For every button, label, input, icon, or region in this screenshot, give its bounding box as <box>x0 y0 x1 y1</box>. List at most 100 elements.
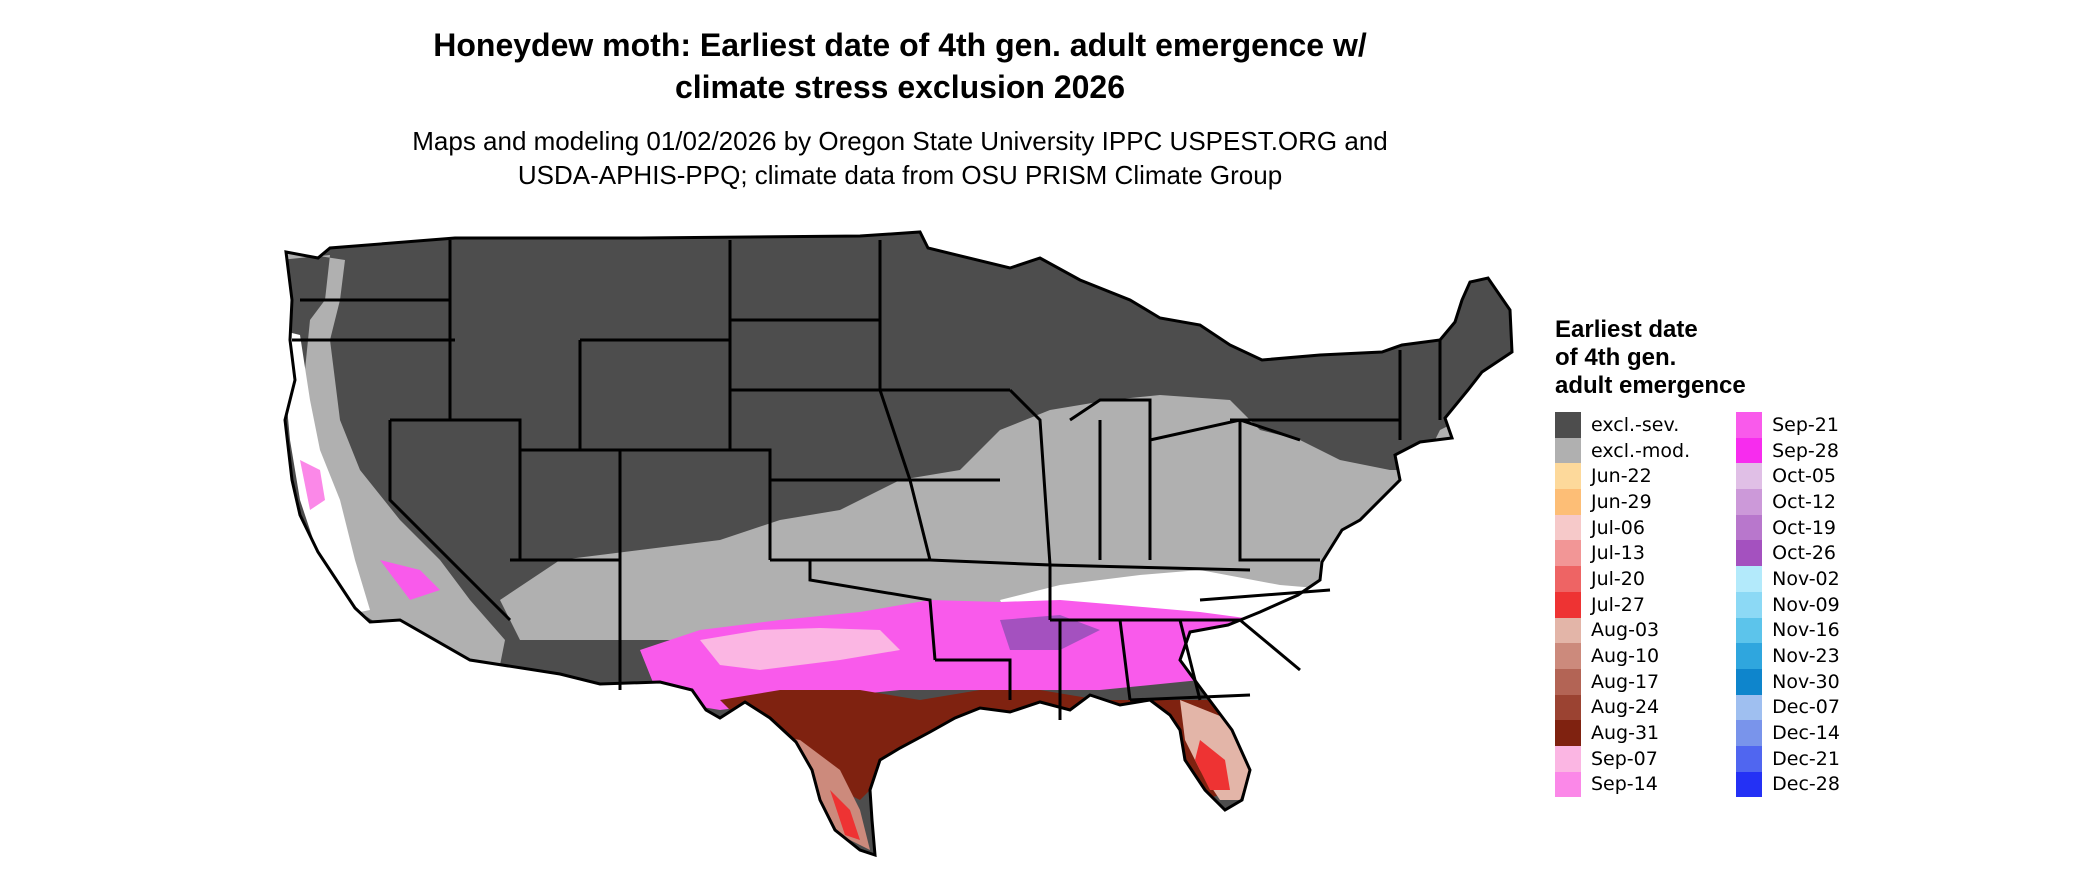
legend-label: Jun-22 <box>1591 465 1652 488</box>
legend-item-oct-12: Oct-12 <box>1736 489 1840 515</box>
legend-label: Nov-23 <box>1772 645 1840 668</box>
wv-va-border <box>1238 420 1320 562</box>
legend-item-oct-26: Oct-26 <box>1736 540 1840 567</box>
legend-swatch <box>1736 514 1763 541</box>
region-pink-band <box>640 600 1320 710</box>
legend-swatch <box>1736 668 1763 695</box>
legend-swatch <box>1736 643 1763 669</box>
ga-sc-border <box>1239 618 1301 672</box>
ok-tx-border <box>808 560 937 661</box>
legend-label: Aug-31 <box>1591 722 1660 745</box>
legend-item-aug-17: Aug-17 <box>1555 668 1690 695</box>
legend-item-sep-21: Sep-21 <box>1736 412 1840 438</box>
legend-swatch <box>1736 745 1763 772</box>
legend-label: Jul-27 <box>1591 593 1645 616</box>
legend-label: Dec-28 <box>1772 773 1840 796</box>
map-legend: Earliest date of 4th gen. adult emergenc… <box>1555 316 1840 798</box>
legend-label: Oct-12 <box>1772 490 1837 513</box>
legend-swatch <box>1555 668 1581 695</box>
region-texas-red <box>830 790 860 840</box>
us-outline <box>283 230 1514 858</box>
legend-label: Nov-09 <box>1772 593 1840 616</box>
legend-swatch <box>1736 617 1763 644</box>
legend-item-aug-24: Aug-24 <box>1555 694 1690 721</box>
legend-item-nov-30: Nov-30 <box>1736 668 1840 695</box>
legend-label: Jun-29 <box>1591 490 1652 513</box>
in-oh-border <box>1069 398 1152 560</box>
legend-label: Sep-14 <box>1591 773 1658 796</box>
il-mo-border <box>1008 388 1052 566</box>
legend-item-sep-14: Sep-14 <box>1555 771 1690 798</box>
legend-swatch <box>1555 591 1581 618</box>
legend-item-aug-31: Aug-31 <box>1555 720 1690 746</box>
region-southwest-pink <box>380 560 440 600</box>
al-ga-border <box>1178 619 1202 701</box>
legend-swatch <box>1555 489 1581 515</box>
legend-label: Nov-02 <box>1772 567 1840 590</box>
legend-swatch <box>1555 617 1581 644</box>
region-texas-coast <box>740 730 870 850</box>
legend-label: excl.-sev. <box>1591 413 1680 436</box>
legend-item-aug-03: Aug-03 <box>1555 617 1690 644</box>
legend-item-dec-28: Dec-28 <box>1736 771 1840 798</box>
ga-fl-border <box>1129 693 1251 702</box>
region-florida-red <box>1195 740 1230 790</box>
legend-title: Earliest date of 4th gen. adult emergenc… <box>1555 316 1815 400</box>
map-subtitle: Maps and modeling 01/02/2026 by Oregon S… <box>0 124 1800 192</box>
legend-item-jun-22: Jun-22 <box>1555 463 1690 490</box>
legend-swatch <box>1555 437 1581 464</box>
legend-swatch <box>1555 643 1581 669</box>
legend-swatch <box>1555 720 1581 746</box>
legend-label: Nov-16 <box>1772 619 1840 642</box>
legend-label: Dec-21 <box>1772 747 1840 770</box>
legend-item-jul-20: Jul-20 <box>1555 566 1690 592</box>
legend-swatch <box>1736 489 1763 515</box>
legend-title-line-3: adult emergence <box>1555 372 1746 399</box>
wy-co-border <box>578 340 772 560</box>
legend-label: Dec-07 <box>1772 696 1840 719</box>
legend-label: Jul-06 <box>1591 516 1645 539</box>
legend-item-jul-06: Jul-06 <box>1555 514 1690 541</box>
legend-swatch <box>1736 771 1763 798</box>
legend-label: Nov-30 <box>1772 670 1840 693</box>
legend-item-jun-29: Jun-29 <box>1555 489 1690 515</box>
legend-label: Sep-07 <box>1591 747 1658 770</box>
legend-item-nov-09: Nov-09 <box>1736 591 1840 618</box>
legend-swatch <box>1555 566 1581 592</box>
title-line-1: Honeydew moth: Earliest date of 4th gen.… <box>433 27 1367 63</box>
legend-title-line-1: Earliest date <box>1555 316 1698 343</box>
state-borders <box>292 240 1442 720</box>
us-map <box>283 230 1514 858</box>
legend-swatch <box>1736 540 1763 567</box>
legend-label: Aug-24 <box>1591 696 1660 719</box>
map-title: Honeydew moth: Earliest date of 4th gen.… <box>0 24 1800 108</box>
subtitle-line-2: USDA-APHIS-PPQ; climate data from OSU PR… <box>517 160 1283 190</box>
legend-item-oct-19: Oct-19 <box>1736 514 1840 541</box>
mn-ia-border <box>878 240 932 561</box>
legend-swatch <box>1736 566 1763 592</box>
legend-item-aug-10: Aug-10 <box>1555 643 1690 669</box>
ms-al-border <box>1118 619 1132 701</box>
legend-label: Sep-21 <box>1772 413 1839 436</box>
legend-column-1: excl.-sev. excl.-mod. Jun-22 Jun-29 Jul-06 Ju… <box>1555 412 1691 798</box>
ca-nv-border <box>388 420 512 622</box>
legend-swatch <box>1555 745 1581 772</box>
region-california-pink <box>300 460 325 510</box>
legend-swatch <box>1555 771 1581 798</box>
legend-swatch <box>1555 540 1581 567</box>
legend-swatch <box>1555 412 1581 438</box>
legend-label: excl.-mod. <box>1591 439 1691 462</box>
legend-item-dec-21: Dec-21 <box>1736 745 1840 772</box>
legend-item-nov-02: Nov-02 <box>1736 566 1840 592</box>
legend-item-nov-23: Nov-23 <box>1736 643 1840 669</box>
legend-swatch <box>1736 694 1763 721</box>
legend-item-nov-16: Nov-16 <box>1736 617 1840 644</box>
legend-item-jul-27: Jul-27 <box>1555 591 1690 618</box>
legend-label: Oct-19 <box>1772 516 1837 539</box>
legend-item-excl-mod: excl.-mod. <box>1555 437 1691 464</box>
region-purple <box>1000 615 1100 650</box>
tn-ky-border <box>1049 563 1251 572</box>
legend-swatch <box>1555 514 1581 541</box>
ar-la-border <box>935 658 1012 700</box>
legend-swatch <box>1736 591 1763 618</box>
